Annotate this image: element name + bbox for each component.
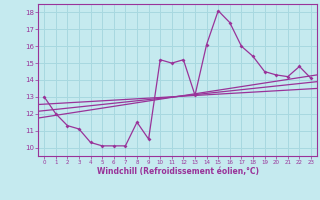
X-axis label: Windchill (Refroidissement éolien,°C): Windchill (Refroidissement éolien,°C) — [97, 167, 259, 176]
